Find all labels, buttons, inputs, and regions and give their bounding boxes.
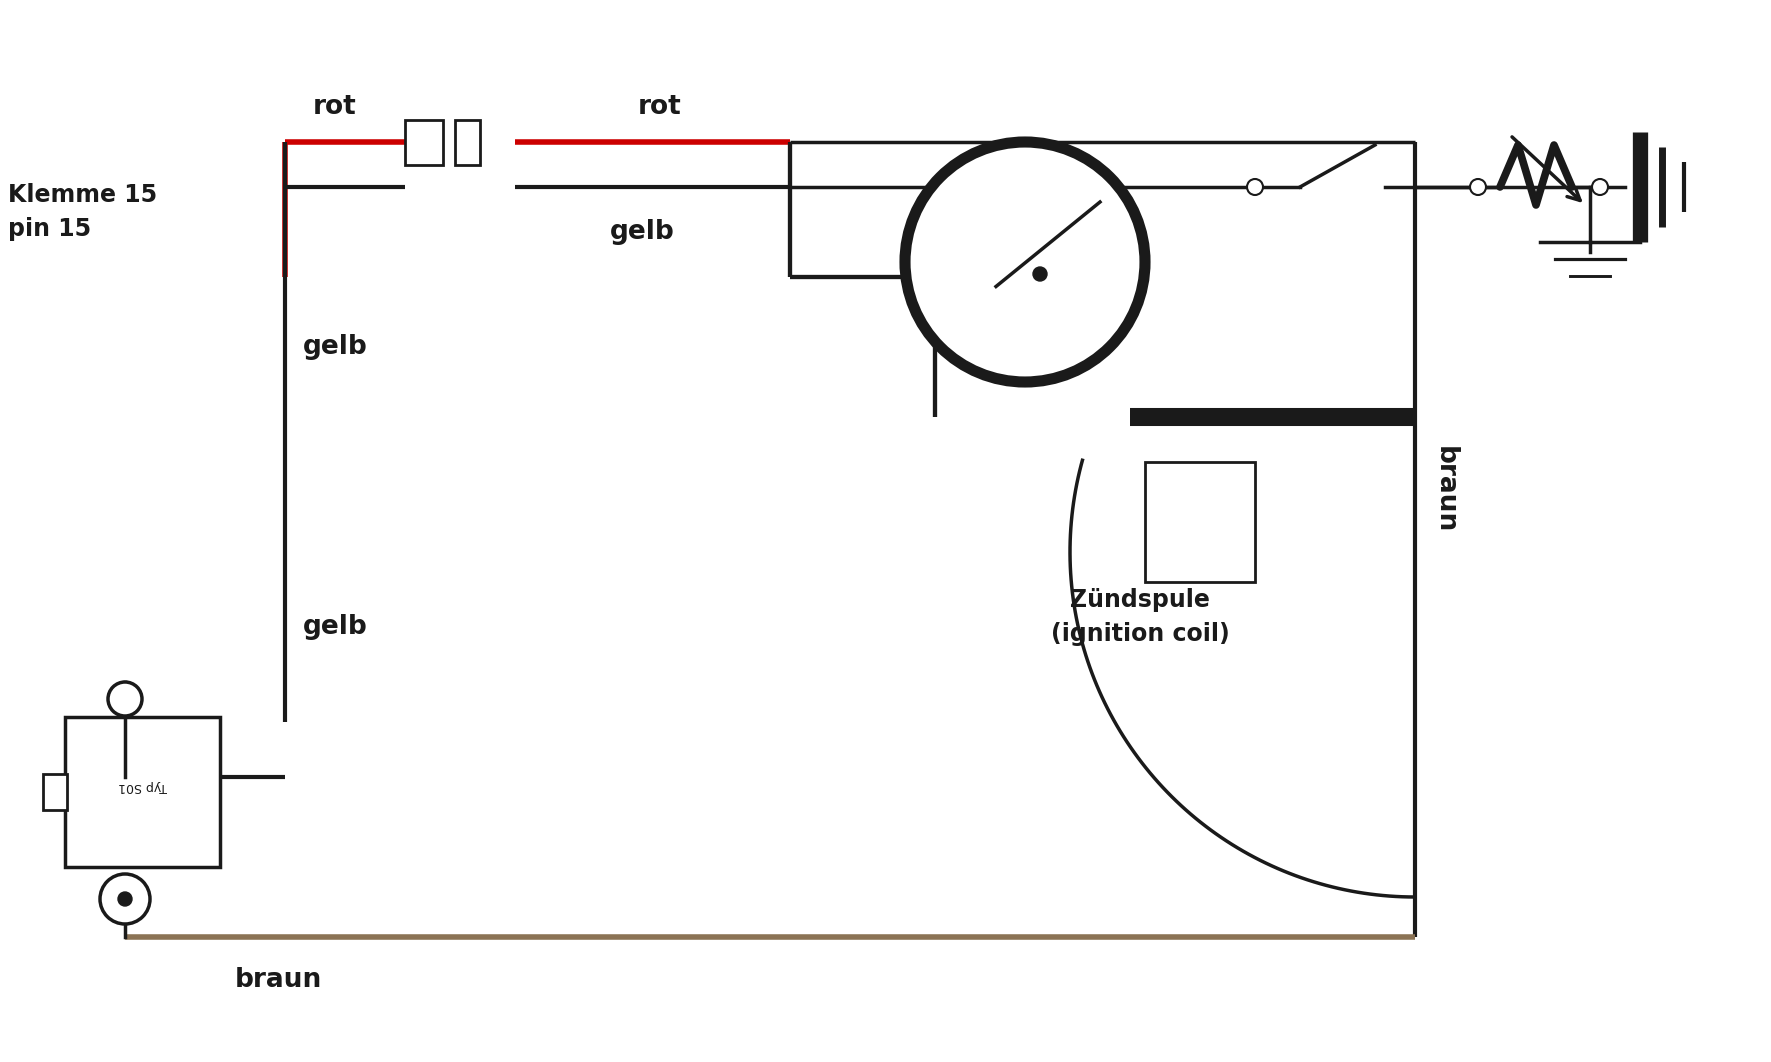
Text: gelb: gelb xyxy=(609,219,675,245)
Text: braun: braun xyxy=(1433,446,1458,533)
Text: rot: rot xyxy=(638,95,682,120)
Text: gelb: gelb xyxy=(303,614,368,640)
Text: rot: rot xyxy=(313,95,358,120)
Circle shape xyxy=(108,682,142,716)
Circle shape xyxy=(1032,267,1047,281)
Circle shape xyxy=(119,892,133,906)
Bar xyxy=(1146,462,1256,582)
Text: braun: braun xyxy=(236,967,322,993)
Circle shape xyxy=(1592,179,1608,195)
Bar xyxy=(406,120,443,165)
Text: Klemme 15
pin 15: Klemme 15 pin 15 xyxy=(9,184,158,241)
Bar xyxy=(66,717,220,867)
Circle shape xyxy=(905,142,1146,382)
Bar xyxy=(43,774,67,810)
Bar xyxy=(455,120,480,165)
Circle shape xyxy=(1247,179,1263,195)
Circle shape xyxy=(99,874,151,924)
Text: gelb: gelb xyxy=(303,335,368,360)
Circle shape xyxy=(1470,179,1486,195)
Text: Zündspule
(ignition coil): Zündspule (ignition coil) xyxy=(1050,588,1229,646)
Text: Typ S01: Typ S01 xyxy=(119,781,166,793)
